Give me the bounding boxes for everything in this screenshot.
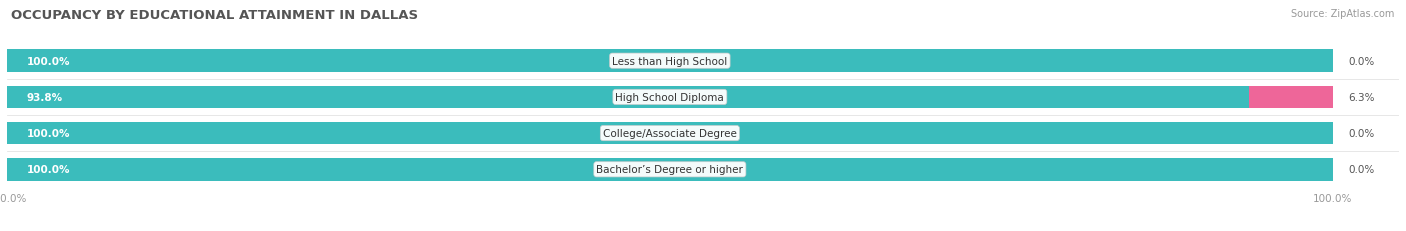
Bar xyxy=(7,122,1333,145)
Bar xyxy=(7,122,1333,145)
Bar xyxy=(7,86,1333,109)
Bar xyxy=(1249,86,1333,109)
Text: 100.0%: 100.0% xyxy=(27,56,70,66)
Text: 0.0%: 0.0% xyxy=(1348,128,1375,139)
Bar xyxy=(7,86,1250,109)
Text: Source: ZipAtlas.com: Source: ZipAtlas.com xyxy=(1291,9,1395,19)
Bar xyxy=(7,86,1333,109)
Bar xyxy=(7,50,1333,73)
Bar xyxy=(7,122,1333,145)
Text: 93.8%: 93.8% xyxy=(27,92,63,103)
Text: High School Diploma: High School Diploma xyxy=(616,92,724,103)
Bar xyxy=(1250,86,1333,109)
Text: Less than High School: Less than High School xyxy=(612,56,727,66)
Text: College/Associate Degree: College/Associate Degree xyxy=(603,128,737,139)
Bar xyxy=(7,50,1333,73)
Text: 0.0%: 0.0% xyxy=(1348,165,1375,175)
Bar xyxy=(7,158,1333,181)
Bar xyxy=(7,50,1333,73)
Bar xyxy=(7,158,1333,181)
Text: 0.0%: 0.0% xyxy=(1348,56,1375,66)
Text: 100.0%: 100.0% xyxy=(27,165,70,175)
Text: 100.0%: 100.0% xyxy=(27,128,70,139)
Text: 6.3%: 6.3% xyxy=(1348,92,1375,103)
Text: OCCUPANCY BY EDUCATIONAL ATTAINMENT IN DALLAS: OCCUPANCY BY EDUCATIONAL ATTAINMENT IN D… xyxy=(11,9,419,22)
Bar xyxy=(7,158,1333,181)
Text: Bachelor’s Degree or higher: Bachelor’s Degree or higher xyxy=(596,165,744,175)
